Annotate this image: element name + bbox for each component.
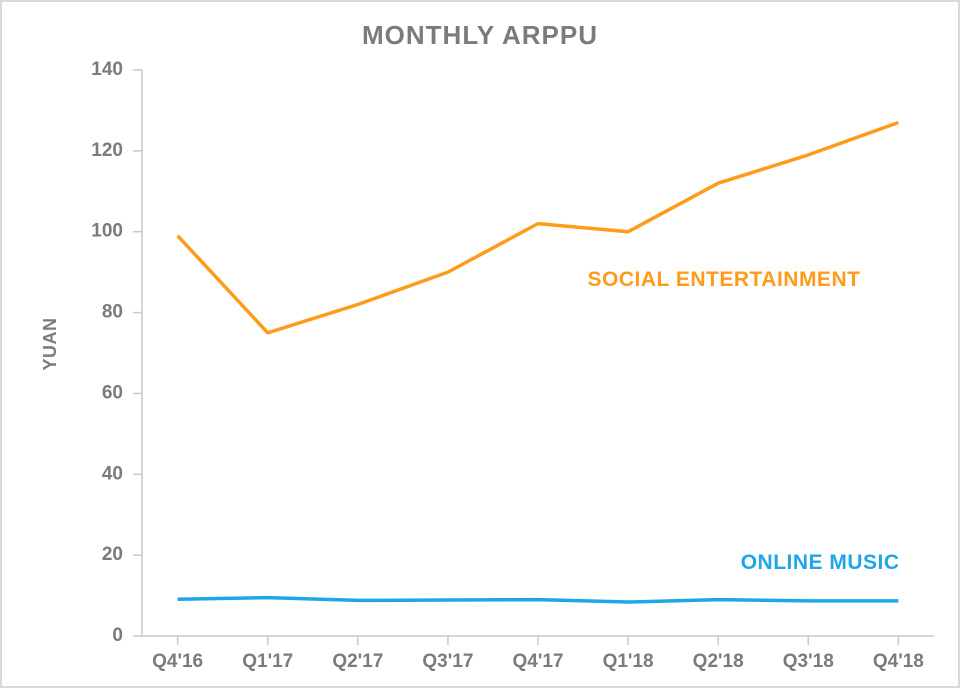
chart-frame: MONTHLY ARPPU YUAN 020406080100120140Q4'… [0,0,960,688]
y-tick-label: 40 [102,463,123,484]
series-label: ONLINE MUSIC [741,551,900,574]
x-tick-label: Q4'17 [513,651,564,672]
y-tick-label: 120 [91,140,123,161]
x-tick-label: Q2'17 [332,651,383,672]
series-line [178,123,899,333]
x-tick-label: Q3'18 [783,651,834,672]
chart-svg: 020406080100120140Q4'16Q1'17Q2'17Q3'17Q4… [142,70,934,636]
y-tick-label: 60 [102,382,123,403]
x-tick-label: Q1'17 [242,651,293,672]
x-tick-label: Q2'18 [693,651,744,672]
plot-area: 020406080100120140Q4'16Q1'17Q2'17Q3'17Q4… [142,70,934,636]
x-tick-label: Q1'18 [603,651,654,672]
series-line [178,598,899,602]
series-label: SOCIAL ENTERTAINMENT [588,268,861,291]
y-tick-label: 140 [91,59,123,80]
y-axis-label: YUAN [40,317,61,370]
x-tick-label: Q4'16 [152,651,203,672]
y-tick-label: 0 [112,625,123,646]
x-tick-label: Q3'17 [422,651,473,672]
x-tick-label: Q4'18 [873,651,924,672]
y-tick-label: 100 [91,221,123,242]
y-tick-label: 20 [102,544,123,565]
y-tick-label: 80 [102,302,123,323]
chart-title: MONTHLY ARPPU [2,20,958,51]
